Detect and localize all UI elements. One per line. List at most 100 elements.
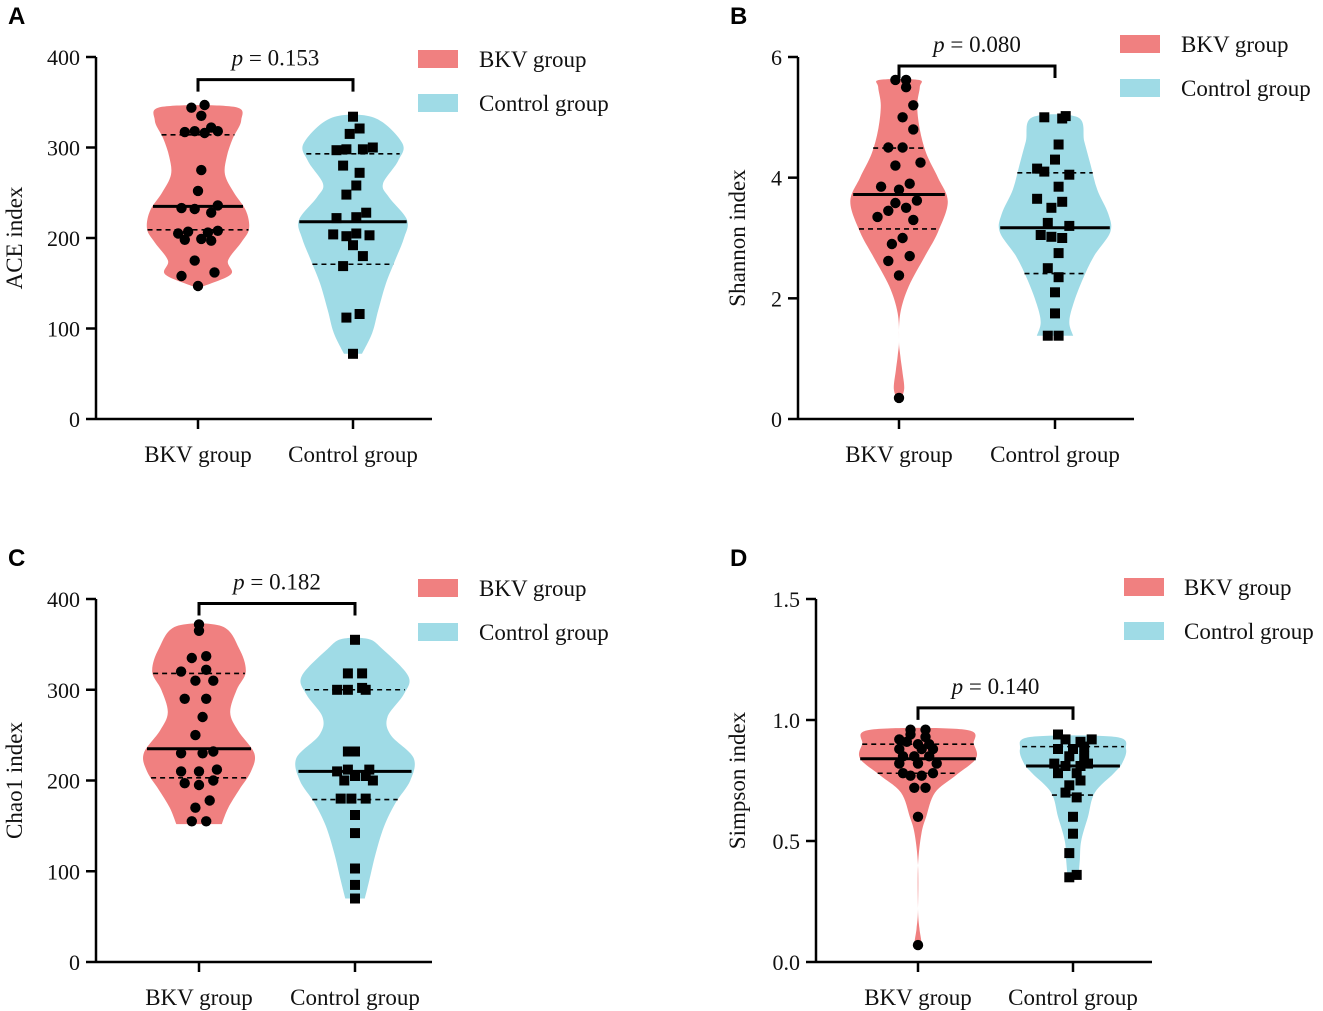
data-point [1071, 869, 1082, 880]
data-point [212, 225, 223, 236]
data-point [190, 802, 201, 813]
data-point [912, 939, 924, 951]
data-point [189, 126, 200, 137]
data-point [1075, 761, 1086, 771]
data-point [1053, 181, 1064, 192]
data-point [360, 684, 371, 695]
data-point [338, 160, 349, 171]
data-point [890, 160, 901, 171]
data-point [367, 775, 378, 786]
legend-label: BKV group [1181, 32, 1289, 57]
data-point [1046, 202, 1057, 213]
data-point [1060, 787, 1071, 798]
data-point [908, 100, 919, 111]
data-point [1064, 169, 1075, 180]
p-value-text: = 0.140 [963, 674, 1039, 699]
data-point [341, 189, 352, 200]
data-point [1039, 166, 1050, 177]
y-tick-label: 100 [47, 859, 80, 884]
data-point [196, 110, 207, 122]
x-category-label: Control group [990, 442, 1120, 467]
p-value-label: p = 0.080 [931, 32, 1021, 57]
data-point [1053, 330, 1064, 341]
data-point [1053, 768, 1063, 779]
data-point [193, 766, 205, 777]
data-point [199, 99, 210, 111]
data-point [341, 144, 352, 155]
data-point [342, 684, 353, 695]
data-point [350, 634, 360, 645]
data-point [905, 770, 916, 781]
data-point [193, 779, 205, 791]
data-point [332, 684, 343, 695]
data-point [357, 144, 368, 155]
panel-letter: A [8, 3, 25, 30]
x-category-label: BKV group [864, 985, 972, 1010]
data-point [179, 778, 190, 789]
chart-panel-a: A 0 100 200 300 400 ACE index BKV group Control … [2, 3, 609, 467]
y-tick-label: 0.0 [773, 950, 801, 975]
data-point [1060, 734, 1071, 745]
panel-letter: B [730, 3, 747, 30]
data-point [1042, 330, 1053, 341]
significance-bracket [897, 64, 1057, 79]
chart-panel-c: C 0 100 200 300 400 Chao1 index BKV group Contro… [2, 545, 609, 1010]
y-tick-label: 100 [47, 317, 80, 342]
data-point [1050, 308, 1060, 319]
data-point [905, 724, 916, 735]
data-point [348, 240, 358, 251]
data-point [335, 793, 346, 804]
chart-panel-b: B 0 2 4 6 Shannon index BKV group Control group… [725, 3, 1311, 467]
data-point [897, 142, 908, 153]
data-point [920, 731, 931, 743]
legend-swatch-bkv [1120, 35, 1160, 53]
data-point [904, 178, 915, 189]
data-point [201, 651, 212, 662]
data-point [909, 782, 920, 793]
data-point [908, 124, 919, 135]
data-point [915, 157, 926, 168]
data-point [1060, 111, 1071, 122]
data-point [350, 746, 360, 757]
data-point [1049, 758, 1060, 769]
y-tick-label: 1.0 [773, 708, 801, 733]
legend-swatch-bkv [1124, 578, 1164, 596]
violin-control [295, 637, 415, 899]
data-point [912, 811, 924, 822]
data-point [342, 764, 353, 775]
data-point [328, 229, 339, 240]
data-point [1042, 217, 1053, 228]
data-point [206, 235, 217, 246]
legend-label: Control group [479, 620, 609, 645]
data-point [367, 142, 378, 153]
legend-swatch-bkv [418, 50, 458, 68]
data-point [1071, 792, 1082, 803]
data-point [190, 675, 201, 686]
data-point [1035, 230, 1046, 240]
data-point [875, 181, 887, 192]
data-point [201, 664, 212, 675]
data-point [173, 228, 184, 239]
y-tick-label: 0 [69, 950, 80, 975]
data-point [201, 693, 212, 704]
y-tick-label: 300 [47, 136, 80, 161]
data-point [1053, 139, 1064, 150]
data-point [361, 207, 372, 218]
legend-swatch-control [1120, 79, 1160, 97]
data-point [342, 668, 353, 679]
data-point [350, 828, 360, 839]
data-point [354, 123, 365, 134]
data-point [176, 202, 187, 214]
data-point [890, 197, 901, 209]
data-point [893, 392, 905, 404]
y-tick-label: 0 [69, 407, 80, 432]
data-point [916, 770, 927, 781]
data-point [1032, 163, 1043, 174]
data-point [1057, 233, 1068, 243]
data-point [350, 879, 360, 890]
data-point [339, 775, 350, 786]
y-tick-label: 400 [47, 45, 80, 70]
data-point [351, 180, 362, 191]
data-point [360, 793, 371, 804]
data-point [190, 729, 201, 741]
